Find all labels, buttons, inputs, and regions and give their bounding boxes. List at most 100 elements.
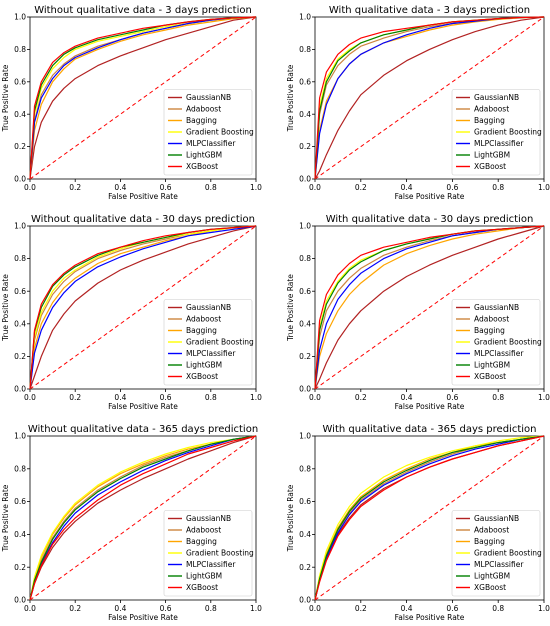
series-line-lightgbm — [314, 435, 545, 601]
legend-label-lightgbm: LightGBM — [186, 361, 222, 370]
x-tick-label: 0.6 — [160, 183, 172, 192]
y-tick-label: 0.8 — [299, 45, 311, 54]
legend-label-mlpclassifier: MLPClassifier — [186, 560, 236, 569]
legend-label-xgboost: XGBoost — [186, 583, 218, 592]
legend-label-lightgbm: LightGBM — [186, 572, 222, 581]
series-line-gaussiannb — [314, 225, 545, 390]
x-tick-label: 0.8 — [492, 183, 504, 192]
x-tick-label: 0.4 — [401, 604, 413, 613]
legend-label-xgboost: XGBoost — [186, 372, 218, 381]
legend: GaussianNB Adaboost Bagging Gradient Boosti… — [451, 510, 542, 597]
chart-panel-3: Without qualitative data - 30 days predi… — [1, 214, 262, 411]
x-tick-label: 1.0 — [250, 393, 262, 402]
y-tick-label: 0.2 — [14, 142, 26, 151]
legend-label-bagging: Bagging — [474, 537, 505, 546]
legend-label-bagging: Bagging — [474, 116, 505, 125]
legend-label-bagging: Bagging — [186, 116, 217, 125]
legend: GaussianNB Adaboost Bagging Gradient Boosti… — [163, 89, 254, 176]
x-tick-label: 0.6 — [160, 604, 172, 613]
plot-frame — [29, 16, 257, 180]
legend-box — [451, 510, 541, 597]
plot-frame — [314, 435, 545, 601]
x-axis-label: False Positive Rate — [108, 613, 178, 622]
chart-title: Without qualitative data - 365 days pred… — [28, 424, 258, 435]
series-line-gaussiannb — [29, 435, 257, 601]
legend-label-mlpclassifier: MLPClassifier — [474, 560, 524, 569]
x-tick-label: 0.0 — [24, 393, 36, 402]
y-tick-label: 0.6 — [299, 287, 311, 296]
chart-title: With qualitative data - 3 days predictio… — [329, 5, 530, 16]
legend-label-adaboost: Adaboost — [474, 105, 509, 114]
legend-label-lightgbm: LightGBM — [186, 151, 222, 160]
legend-label-adaboost: Adaboost — [186, 105, 221, 114]
y-tick-label: 0.0 — [299, 596, 311, 605]
series-line-xgboost — [29, 225, 257, 390]
legend-label-gaussiannb: GaussianNB — [186, 93, 231, 102]
chance-diagonal — [29, 435, 257, 601]
y-tick-label: 0.2 — [14, 352, 26, 361]
y-tick-label: 0.8 — [14, 254, 26, 263]
series-line-mlpclassifier — [29, 435, 257, 601]
legend-label-lightgbm: LightGBM — [474, 572, 510, 581]
y-tick-label: 0.0 — [14, 385, 26, 394]
chance-diagonal — [29, 225, 257, 390]
x-tick-label: 0.4 — [114, 393, 126, 402]
legend: GaussianNB Adaboost Bagging Gradient Boosti… — [451, 89, 542, 176]
y-axis-label: True Positive Rate — [1, 484, 10, 552]
legend-box — [451, 89, 541, 176]
x-tick-label: 0.6 — [160, 393, 172, 402]
chart-panel-1: Without qualitative data - 3 days predic… — [1, 5, 262, 201]
chart-title: Without qualitative data - 3 days predic… — [34, 5, 252, 16]
x-tick-label: 0.0 — [309, 604, 321, 613]
legend-label-mlpclassifier: MLPClassifier — [186, 349, 236, 358]
chance-diagonal — [314, 225, 545, 390]
x-tick-label: 0.4 — [114, 183, 126, 192]
series-line-bagging — [314, 225, 545, 390]
series-line-xgboost — [314, 16, 545, 180]
legend-label-gradient-boosting: Gradient Boosting — [186, 549, 254, 558]
series-line-xgboost — [314, 225, 545, 390]
legend-label-xgboost: XGBoost — [186, 162, 218, 171]
legend-box — [163, 89, 253, 176]
y-tick-label: 0.0 — [299, 175, 311, 184]
y-tick-label: 1.0 — [299, 13, 311, 22]
legend-label-mlpclassifier: MLPClassifier — [186, 139, 236, 148]
legend-box — [163, 510, 253, 597]
plot-frame — [314, 225, 545, 390]
y-tick-label: 0.2 — [299, 142, 311, 151]
y-tick-label: 1.0 — [299, 432, 311, 441]
x-axis-label: False Positive Rate — [395, 613, 465, 622]
y-axis-label: True Positive Rate — [286, 274, 295, 342]
x-tick-label: 0.8 — [205, 393, 217, 402]
legend-label-adaboost: Adaboost — [186, 315, 221, 324]
x-tick-label: 0.4 — [401, 183, 413, 192]
x-tick-label: 1.0 — [538, 604, 550, 613]
series-line-lightgbm — [29, 435, 257, 601]
series-line-xgboost — [29, 435, 257, 601]
y-tick-label: 0.2 — [299, 563, 311, 572]
x-tick-label: 1.0 — [538, 393, 550, 402]
y-tick-label: 0.0 — [299, 385, 311, 394]
y-tick-label: 0.6 — [14, 287, 26, 296]
y-tick-label: 0.8 — [14, 45, 26, 54]
legend-label-xgboost: XGBoost — [474, 372, 506, 381]
series-line-bagging — [314, 16, 545, 180]
legend-label-adaboost: Adaboost — [474, 526, 509, 535]
series-line-gradient-boosting — [29, 225, 257, 390]
legend-label-lightgbm: LightGBM — [474, 361, 510, 370]
chart-panel-4: With qualitative data - 30 days predicti… — [286, 214, 550, 411]
y-tick-label: 0.2 — [299, 352, 311, 361]
legend-box — [451, 299, 541, 386]
y-tick-label: 0.4 — [14, 110, 26, 119]
y-tick-label: 0.8 — [299, 254, 311, 263]
x-tick-label: 0.2 — [69, 183, 81, 192]
legend-label-mlpclassifier: MLPClassifier — [474, 139, 524, 148]
y-tick-label: 0.6 — [14, 497, 26, 506]
x-tick-label: 0.2 — [355, 393, 367, 402]
chart-panel-6: With qualitative data - 365 days predict… — [286, 424, 550, 622]
legend: GaussianNB Adaboost Bagging Gradient Boosti… — [163, 510, 254, 597]
chance-diagonal — [29, 16, 257, 180]
x-axis-label: False Positive Rate — [395, 402, 465, 411]
chance-diagonal — [314, 16, 545, 180]
y-tick-label: 0.4 — [14, 530, 26, 539]
